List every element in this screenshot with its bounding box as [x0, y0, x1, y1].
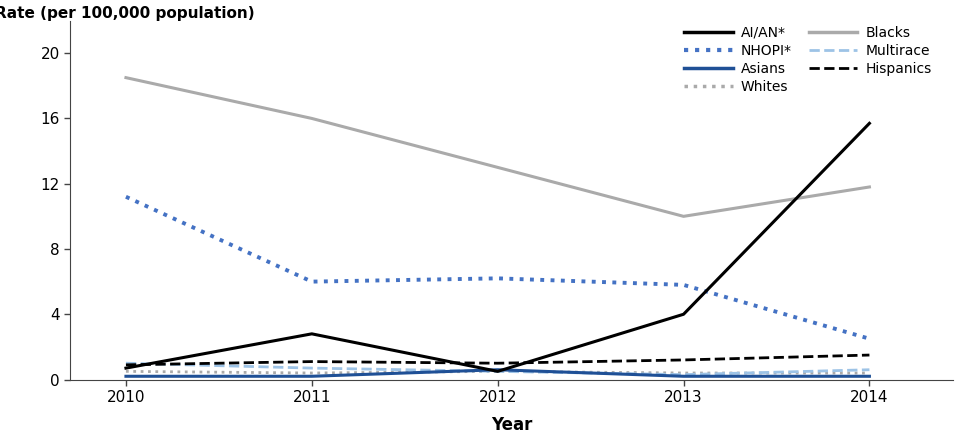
- Text: Rate (per 100,000 population): Rate (per 100,000 population): [0, 6, 254, 21]
- Legend: AI/AN*, NHOPI*, Asians, Whites, Blacks, Multirace, Hispanics: AI/AN*, NHOPI*, Asians, Whites, Blacks, …: [679, 20, 937, 100]
- X-axis label: Year: Year: [491, 416, 532, 434]
